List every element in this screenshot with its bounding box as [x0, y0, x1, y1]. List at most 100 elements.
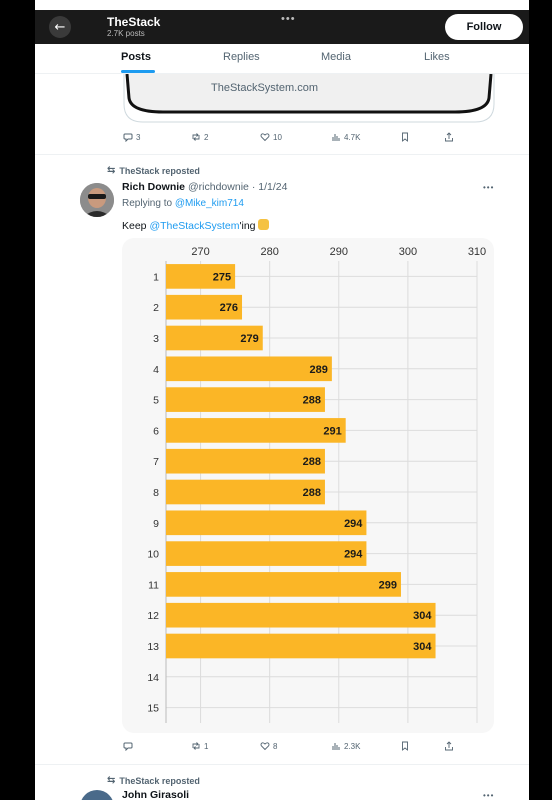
y-tick-label: 2	[153, 302, 159, 314]
share-button[interactable]	[444, 741, 454, 751]
like-count: 8	[273, 741, 278, 751]
post-text: Keep @TheStackSystem'ing	[122, 219, 270, 232]
repost-count: 1	[204, 741, 209, 751]
views-button[interactable]: 4.7K	[331, 132, 360, 142]
author-line: Rich Downie @richdownie · 1/1/24	[122, 181, 287, 193]
bar-value-label: 289	[310, 364, 328, 376]
post-mention[interactable]: @TheStackSystem	[149, 220, 240, 232]
post-text-prefix: Keep	[122, 220, 150, 232]
tab-replies[interactable]: Replies	[223, 51, 260, 63]
like-button[interactable]: 10	[260, 132, 282, 142]
more-options-icon[interactable]: •••	[281, 13, 296, 25]
tab-media[interactable]: Media	[321, 51, 351, 63]
top-bar: ← TheStack 2.7K posts ••• Follow	[35, 10, 529, 44]
share-button[interactable]	[444, 132, 454, 142]
y-tick-label: 7	[153, 456, 159, 468]
reply-icon	[123, 133, 133, 142]
bookmark-button[interactable]	[400, 741, 410, 751]
bar	[166, 356, 332, 382]
repost-indicator: ⇆ TheStack reposted	[107, 775, 200, 786]
tab-likes[interactable]: Likes	[424, 51, 450, 63]
author-line: John Girasoli	[122, 789, 189, 800]
bar	[166, 602, 436, 628]
x-tick-label: 300	[399, 246, 417, 258]
bookmark-icon	[402, 741, 408, 751]
y-tick-label: 9	[153, 518, 159, 530]
bar-value-label: 291	[323, 425, 341, 437]
follow-button[interactable]: Follow	[445, 14, 523, 40]
share-icon	[445, 132, 453, 142]
avatar[interactable]	[80, 790, 114, 800]
bookmark-button[interactable]	[400, 132, 410, 142]
bar-value-label: 275	[213, 271, 231, 283]
repost-icon	[192, 133, 200, 141]
y-tick-label: 8	[153, 487, 159, 499]
chart-image[interactable]: 270 280 290 300 310 1 275 2 276 3 279 4 289 5 288 6 291 7…	[122, 238, 494, 733]
bar	[166, 264, 236, 289]
view-count: 2.3K	[344, 741, 361, 751]
repost-button[interactable]: 2	[191, 132, 208, 142]
avatar-image	[80, 183, 114, 217]
view-count: 4.7K	[344, 132, 361, 142]
post-more-icon[interactable]: •••	[483, 791, 495, 800]
bar-value-label: 294	[344, 549, 363, 561]
bar	[166, 479, 325, 505]
bar-value-label: 288	[303, 487, 321, 499]
replying-to-handle[interactable]: @Mike_kim714	[174, 198, 244, 209]
phone-screen: ← TheStack 2.7K posts ••• Follow Posts R…	[35, 0, 529, 800]
active-tab-indicator	[121, 70, 155, 73]
reply-count: 3	[136, 132, 141, 142]
post-text-suffix: 'ing	[239, 220, 256, 232]
bar-value-label: 304	[413, 610, 432, 622]
avatar[interactable]	[80, 183, 114, 217]
y-tick-label: 11	[148, 579, 159, 591]
author-handle[interactable]: @richdownie	[188, 181, 249, 193]
profile-tabs: Posts Replies Media Likes	[35, 44, 529, 74]
replying-to: Replying to @Mike_kim714	[122, 198, 244, 209]
bar-chart: 270 280 290 300 310 1 275 2 276 3 279 4 289 5 288 6 291 7…	[147, 246, 486, 723]
bar	[166, 325, 263, 351]
reply-icon	[123, 742, 133, 751]
repost-count: 2	[204, 132, 209, 142]
bar-value-label: 288	[303, 456, 321, 468]
post-actions: 1 8 2.3K	[35, 741, 529, 755]
post-divider	[35, 154, 529, 155]
repost-icon	[192, 742, 200, 750]
bar	[166, 294, 243, 320]
repost-label[interactable]: TheStack reposted	[119, 775, 200, 786]
repost-label[interactable]: TheStack reposted	[119, 165, 200, 176]
like-button[interactable]: 8	[260, 741, 277, 751]
reply-button[interactable]: 3	[123, 132, 140, 142]
bar-value-label: 294	[344, 518, 363, 530]
repost-icon: ⇆	[107, 775, 116, 786]
flexed-biceps-icon	[258, 219, 270, 230]
back-arrow-icon[interactable]: ←	[49, 16, 71, 38]
tab-posts[interactable]: Posts	[121, 51, 151, 63]
y-tick-label: 4	[153, 364, 159, 376]
x-tick-label: 280	[260, 246, 278, 258]
bar-value-label: 288	[303, 395, 321, 407]
author-name[interactable]: Rich Downie	[122, 181, 186, 193]
post-date[interactable]: · 1/1/24	[251, 181, 288, 193]
profile-title: TheStack	[107, 15, 161, 29]
author-name[interactable]: John Girasoli	[122, 789, 190, 800]
link-card[interactable]	[123, 74, 495, 126]
repost-button[interactable]: 1	[191, 741, 208, 751]
y-tick-label: 6	[153, 425, 159, 437]
bar	[166, 510, 367, 536]
prev-post-actions: 3 2 10 4.7K	[35, 132, 529, 146]
y-tick-label: 15	[147, 703, 159, 715]
bar-value-label: 276	[220, 302, 238, 314]
post-more-icon[interactable]: •••	[483, 183, 495, 192]
views-icon	[332, 743, 340, 750]
views-icon	[332, 134, 340, 141]
y-tick-label: 1	[153, 271, 159, 283]
views-button[interactable]: 2.3K	[331, 741, 360, 751]
reply-button[interactable]	[123, 741, 136, 751]
y-tick-label: 10	[147, 549, 159, 561]
replying-prefix: Replying to	[122, 198, 175, 209]
post-divider	[35, 764, 529, 765]
card-link-text[interactable]: TheStackSystem.com	[211, 82, 318, 94]
like-count: 10	[273, 132, 282, 142]
bar	[166, 448, 325, 474]
